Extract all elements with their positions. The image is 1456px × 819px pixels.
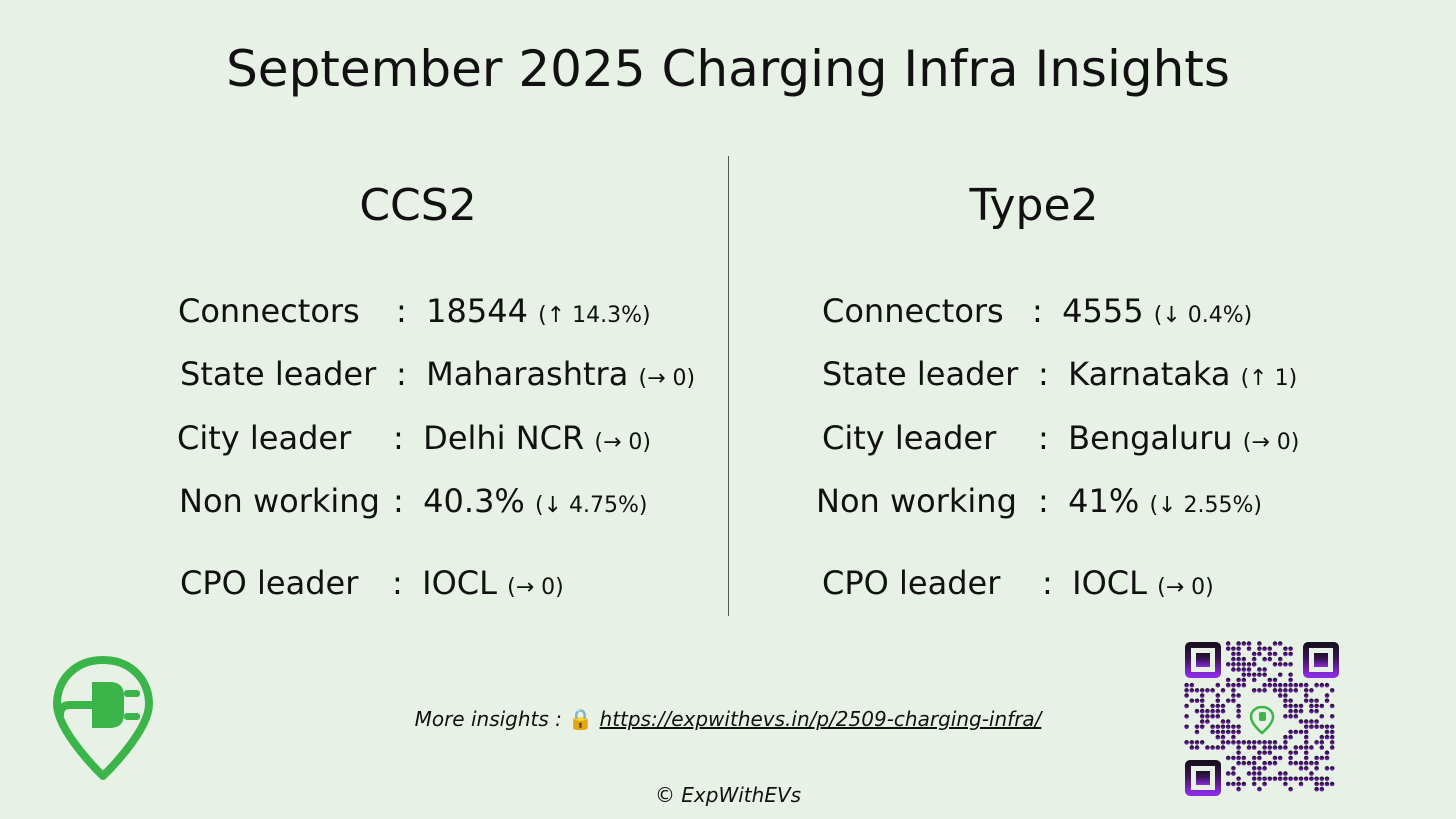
row-value: 18544 <box>426 292 528 330</box>
row-separator: : <box>393 482 404 520</box>
ccs2-row-state-leader: State leader: Maharashtra (→ 0) <box>180 354 695 399</box>
row-change: (↑ 14.3%) <box>538 303 651 328</box>
row-label: Connectors <box>178 292 360 330</box>
row-label: Connectors <box>822 292 1004 330</box>
row-value: Delhi NCR <box>423 419 585 457</box>
ccs2-heading: CCS2 <box>359 180 477 231</box>
row-change: (→ 0) <box>507 575 564 600</box>
qr-center-logo-icon <box>1249 705 1275 735</box>
copyright: © ExpWithEVs <box>654 783 802 807</box>
row-label: City leader <box>177 419 352 457</box>
type2-heading: Type2 <box>969 180 1099 231</box>
type2-row-cpo-leader: CPO leader: IOCL (→ 0) <box>822 563 1214 608</box>
row-change: (↓ 0.4%) <box>1153 303 1253 328</box>
type2-row-connectors: Connectors: 4555 (↓ 0.4%) <box>822 291 1252 336</box>
ccs2-row-non-working: Non working: 40.3% (↓ 4.75%) <box>179 481 647 526</box>
row-change: (↓ 4.75%) <box>535 493 648 518</box>
row-label: CPO leader <box>180 564 359 602</box>
row-separator: : <box>1032 292 1043 330</box>
row-value: IOCL <box>422 564 497 602</box>
row-change: (↑ 1) <box>1240 366 1298 391</box>
lock-icon: 🔒 <box>568 707 594 731</box>
row-change: (→ 0) <box>1157 575 1214 600</box>
type2-row-state-leader: State leader: Karnataka (↑ 1) <box>822 354 1297 399</box>
row-value: Bengaluru <box>1068 419 1233 457</box>
row-separator: : <box>393 419 404 457</box>
row-label: State leader <box>822 355 1019 393</box>
row-value: 4555 <box>1062 292 1144 330</box>
column-divider <box>728 156 729 616</box>
row-separator: : <box>1038 419 1049 457</box>
ccs2-row-city-leader: City leader: Delhi NCR (→ 0) <box>177 418 651 463</box>
row-change: (→ 0) <box>638 366 696 391</box>
type2-row-non-working: Non working: 41% (↓ 2.55%) <box>816 481 1262 526</box>
ccs2-row-cpo-leader: CPO leader: IOCL (→ 0) <box>180 563 564 608</box>
more-insights-label: More insights : <box>414 707 562 731</box>
row-value: Maharashtra <box>426 355 629 393</box>
row-separator: : <box>1038 482 1049 520</box>
row-change: (→ 0) <box>594 430 652 455</box>
row-label: State leader <box>180 355 377 393</box>
row-change: (↓ 2.55%) <box>1149 493 1262 518</box>
row-value: Karnataka <box>1068 355 1231 393</box>
row-value: 40.3% <box>423 482 525 520</box>
ccs2-row-connectors: Connectors: 18544 (↑ 14.3%) <box>178 291 651 336</box>
ev-charging-pin-icon <box>53 656 153 780</box>
more-insights: More insights : 🔒 https://expwithevs.in/… <box>0 704 1456 734</box>
row-label: Non working <box>816 482 1017 520</box>
page-title: September 2025 Charging Infra Insights <box>226 40 1230 98</box>
row-separator: : <box>1038 355 1049 393</box>
row-label: CPO leader <box>822 564 1001 602</box>
row-label: Non working <box>179 482 380 520</box>
row-separator: : <box>1042 564 1053 602</box>
type2-row-city-leader: City leader: Bengaluru (→ 0) <box>822 418 1299 463</box>
row-separator: : <box>392 564 403 602</box>
row-label: City leader <box>822 419 997 457</box>
row-value: IOCL <box>1072 564 1147 602</box>
row-separator: : <box>396 292 407 330</box>
insights-link[interactable]: https://expwithevs.in/p/2509-charging-in… <box>599 707 1042 731</box>
row-separator: : <box>396 355 407 393</box>
row-value: 41% <box>1068 482 1140 520</box>
row-change: (→ 0) <box>1242 430 1300 455</box>
qr-code[interactable] <box>1184 641 1340 797</box>
